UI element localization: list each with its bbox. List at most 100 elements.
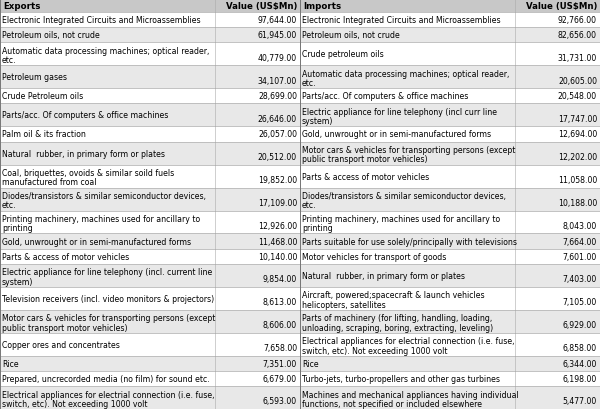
Bar	[300, 104, 600, 127]
Bar	[300, 43, 600, 66]
Text: Motor cars & vehicles for transporting persons (except: Motor cars & vehicles for transporting p…	[2, 314, 215, 323]
Text: Motor cars & vehicles for transporting persons (except: Motor cars & vehicles for transporting p…	[302, 146, 515, 155]
Bar	[0, 287, 300, 310]
Text: Gold, unwrought or in semi-manufactured forms: Gold, unwrought or in semi-manufactured …	[302, 130, 491, 139]
Text: manufactured from coal: manufactured from coal	[2, 178, 97, 187]
Bar	[0, 165, 300, 188]
Text: 31,731.00: 31,731.00	[558, 54, 597, 63]
Text: 20,548.00: 20,548.00	[558, 92, 597, 101]
Bar	[0, 310, 300, 333]
Text: 28,699.00: 28,699.00	[258, 92, 297, 101]
Text: helicopters, satellites: helicopters, satellites	[302, 300, 386, 309]
Text: printing: printing	[302, 224, 333, 233]
Text: 6,858.00: 6,858.00	[563, 343, 597, 352]
Text: 11,058.00: 11,058.00	[558, 175, 597, 184]
Text: 11,468.00: 11,468.00	[257, 237, 297, 246]
Text: Palm oil & its fraction: Palm oil & its fraction	[2, 130, 86, 139]
Bar	[300, 264, 600, 287]
Text: Petroleum oils, not crude: Petroleum oils, not crude	[2, 31, 100, 40]
Text: Machines and mechanical appliances having individual: Machines and mechanical appliances havin…	[302, 390, 519, 399]
Text: Parts & access of motor vehicles: Parts & access of motor vehicles	[2, 252, 129, 261]
Bar	[0, 386, 300, 409]
Text: system): system)	[2, 277, 34, 286]
Text: Automatic data processing machines; optical reader,: Automatic data processing machines; opti…	[2, 47, 209, 56]
Bar	[300, 127, 600, 142]
Text: Natural  rubber, in primary form or plates: Natural rubber, in primary form or plate…	[302, 271, 465, 280]
Text: Printing machinery, machines used for ancillary to: Printing machinery, machines used for an…	[302, 215, 500, 224]
Text: 6,929.00: 6,929.00	[563, 320, 597, 329]
Text: 7,658.00: 7,658.00	[263, 343, 297, 352]
Text: public transport motor vehicles): public transport motor vehicles)	[302, 155, 427, 164]
Text: 6,344.00: 6,344.00	[563, 359, 597, 368]
Text: functions, not specified or included elsewhere: functions, not specified or included els…	[302, 399, 482, 408]
Bar	[300, 0, 600, 409]
Text: 5,477.00: 5,477.00	[563, 396, 597, 405]
Bar	[300, 165, 600, 188]
Text: Value (US$Mn): Value (US$Mn)	[526, 2, 597, 11]
Text: Prepared, uncrecorded media (no film) for sound etc.: Prepared, uncrecorded media (no film) fo…	[2, 374, 210, 383]
Text: Diodes/transistors & similar semiconductor devices,: Diodes/transistors & similar semiconduct…	[2, 192, 206, 201]
Bar	[300, 211, 600, 234]
Bar	[0, 264, 300, 287]
Text: Diodes/transistors & similar semiconductor devices,: Diodes/transistors & similar semiconduct…	[302, 192, 506, 201]
Text: printing: printing	[2, 224, 33, 233]
Text: 10,188.00: 10,188.00	[558, 198, 597, 207]
Bar	[300, 28, 600, 43]
Bar	[300, 13, 600, 28]
Text: 34,107.00: 34,107.00	[258, 76, 297, 85]
Text: Rice: Rice	[2, 359, 19, 368]
Bar	[0, 0, 300, 13]
Bar	[0, 234, 300, 249]
Text: 7,105.00: 7,105.00	[563, 297, 597, 306]
Text: 8,606.00: 8,606.00	[263, 320, 297, 329]
Text: 12,694.00: 12,694.00	[558, 130, 597, 139]
Bar	[0, 43, 300, 66]
Bar	[0, 142, 300, 165]
Text: 6,593.00: 6,593.00	[263, 396, 297, 405]
Text: Parts & access of motor vehicles: Parts & access of motor vehicles	[302, 172, 429, 181]
Text: Parts of machinery (for lifting, handling, loading,: Parts of machinery (for lifting, handlin…	[302, 314, 492, 323]
Text: Turbo-jets, turbo-propellers and other gas turbines: Turbo-jets, turbo-propellers and other g…	[302, 374, 500, 383]
Bar	[300, 0, 600, 13]
Bar	[300, 356, 600, 371]
Text: Electrical appliances for electrial connection (i.e. fuse,: Electrical appliances for electrial conn…	[2, 390, 215, 399]
Text: 6,679.00: 6,679.00	[263, 374, 297, 383]
Text: 20,512.00: 20,512.00	[258, 153, 297, 162]
Text: system): system)	[302, 117, 334, 126]
Text: Electronic Integrated Circuits and Microassemblies: Electronic Integrated Circuits and Micro…	[302, 16, 500, 25]
Bar	[300, 371, 600, 386]
Text: 82,656.00: 82,656.00	[558, 31, 597, 40]
Bar	[0, 356, 300, 371]
Bar	[300, 66, 600, 89]
Text: switch, etc). Not exceeding 1000 volt: switch, etc). Not exceeding 1000 volt	[2, 399, 148, 408]
Text: 8,043.00: 8,043.00	[563, 221, 597, 230]
Bar	[0, 104, 300, 127]
Text: Automatic data processing machines; optical reader,: Automatic data processing machines; opti…	[302, 70, 509, 79]
Text: 26,057.00: 26,057.00	[258, 130, 297, 139]
Text: Electrical appliances for electrial connection (i.e. fuse,: Electrical appliances for electrial conn…	[302, 337, 515, 346]
Text: Imports: Imports	[303, 2, 341, 11]
Text: Motor vehicles for transport of goods: Motor vehicles for transport of goods	[302, 252, 446, 261]
Text: Copper ores and concentrates: Copper ores and concentrates	[2, 340, 120, 349]
Bar	[300, 142, 600, 165]
Text: etc.: etc.	[302, 79, 317, 88]
Text: etc.: etc.	[2, 56, 17, 65]
Text: 12,926.00: 12,926.00	[258, 221, 297, 230]
Bar	[0, 89, 300, 104]
Text: 7,403.00: 7,403.00	[563, 274, 597, 283]
Bar	[300, 333, 600, 356]
Text: Parts/acc. Of computers & office machines: Parts/acc. Of computers & office machine…	[302, 92, 469, 101]
Text: Electric appliance for line telephony (incl. current line: Electric appliance for line telephony (i…	[2, 268, 212, 277]
Text: unloading, scraping, boring, extracting, leveling): unloading, scraping, boring, extracting,…	[302, 323, 493, 332]
Bar	[0, 333, 300, 356]
Text: Value (US$Mn): Value (US$Mn)	[226, 2, 297, 11]
Bar	[0, 188, 300, 211]
Text: Petroleum gases: Petroleum gases	[2, 73, 67, 82]
Bar	[0, 28, 300, 43]
Bar	[300, 234, 600, 249]
Bar	[0, 127, 300, 142]
Bar	[300, 188, 600, 211]
Text: Crude Petroleum oils: Crude Petroleum oils	[2, 92, 83, 101]
Text: Television receivers (incl. video monitors & projectors): Television receivers (incl. video monito…	[2, 294, 214, 303]
Text: Natural  rubber, in primary form or plates: Natural rubber, in primary form or plate…	[2, 149, 165, 158]
